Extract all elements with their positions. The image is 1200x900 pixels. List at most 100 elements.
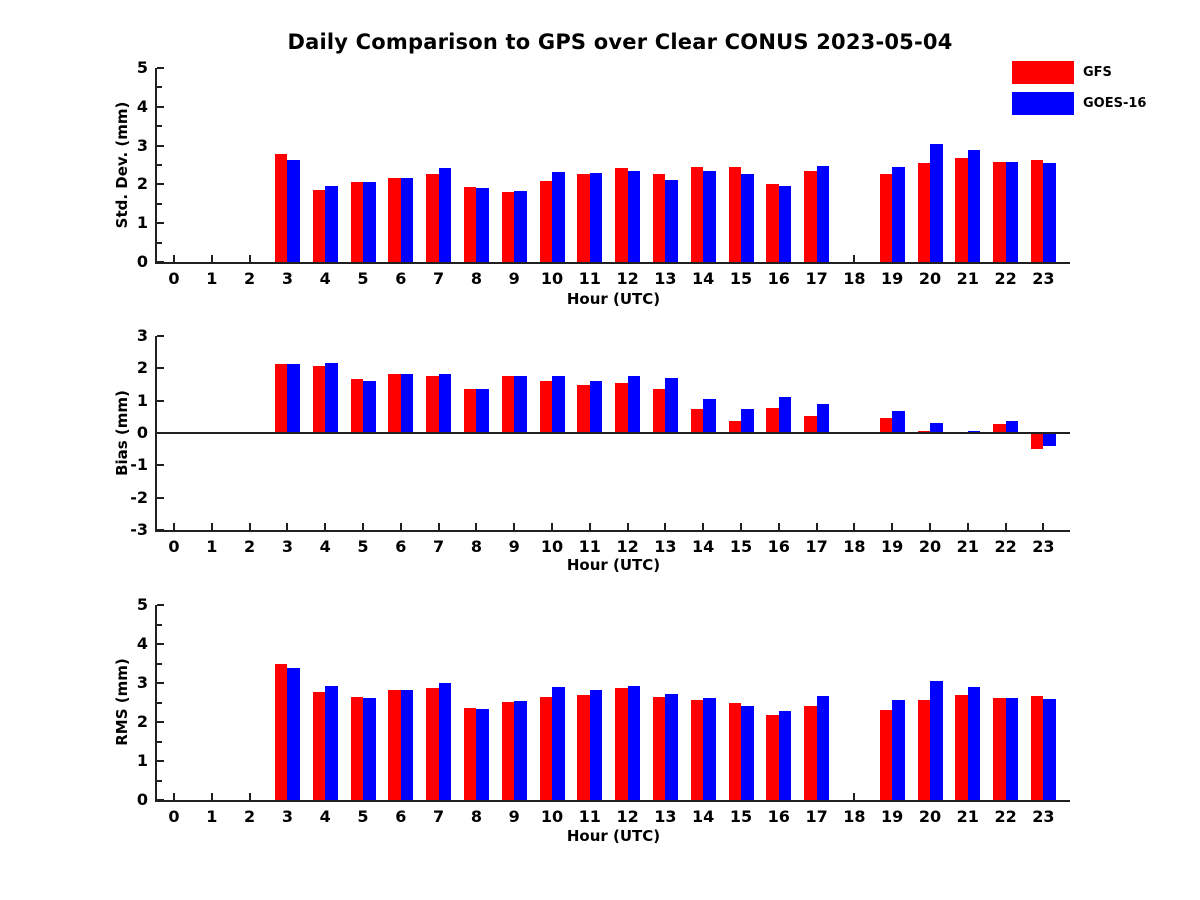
plot0-y-minor-tick xyxy=(157,125,162,128)
bar-gfs-hour-22 xyxy=(993,161,1006,262)
plot0-y-tick-label: 5 xyxy=(136,58,148,77)
plot2-x-tick-label: 10 xyxy=(540,807,564,826)
legend-swatch-gfs xyxy=(1012,61,1074,84)
bar-goes-16-hour-16 xyxy=(778,185,792,262)
bar-goes-16-hour-7 xyxy=(438,374,452,433)
plot1-x-tick xyxy=(1004,523,1007,530)
bar-goes-16-hour-10 xyxy=(552,376,565,433)
plot0-x-axis-spine xyxy=(155,262,1070,264)
bar-gfs-hour-4 xyxy=(312,189,326,262)
bar-gfs-hour-7 xyxy=(426,376,439,433)
bar-goes-16-hour-16 xyxy=(778,711,792,800)
bar-gfs-hour-15 xyxy=(728,420,741,433)
bar-goes-16-hour-9 xyxy=(514,190,527,262)
bar-gfs-hour-17 xyxy=(804,706,817,800)
bar-goes-16-hour-15 xyxy=(741,409,754,433)
legend: GFS GOES-16 xyxy=(1012,61,1146,123)
bar-gfs-hour-15 xyxy=(728,702,741,800)
bar-gfs-hour-16 xyxy=(766,715,779,800)
bar-gfs-hour-5 xyxy=(350,378,363,433)
bar-gfs-hour-17 xyxy=(804,416,817,433)
legend-row-gfs: GFS xyxy=(1012,61,1146,84)
bar-goes-16-hour-8 xyxy=(476,708,489,800)
plot1-x-tick-label: 9 xyxy=(508,537,520,556)
plot0-x-tick-label: 23 xyxy=(1032,269,1055,288)
plot1-y-tick-label: 1 xyxy=(136,390,148,410)
plot1-y-tick-label: 2 xyxy=(136,358,148,378)
plot0-x-tick-label: 6 xyxy=(395,269,407,288)
plot1-x-tick xyxy=(815,523,818,530)
plot2-x-axis-spine xyxy=(155,800,1070,802)
bar-gfs-hour-19 xyxy=(879,709,893,800)
bar-goes-16-hour-4 xyxy=(325,185,338,262)
plot1-y-tick-label: 0 xyxy=(136,423,148,442)
bar-goes-16-hour-23 xyxy=(1043,699,1056,800)
plot2-x-tick-label: 12 xyxy=(616,807,639,826)
bar-gfs-hour-10 xyxy=(539,696,552,800)
plot2-x-tick-label: 6 xyxy=(395,807,407,826)
plot1-y-tick xyxy=(157,464,164,467)
plot2-y-tick xyxy=(157,604,164,606)
plot1-y-axis-spine xyxy=(155,336,157,532)
plot2-x-tick-label: 17 xyxy=(805,807,828,826)
bar-goes-16-hour-21 xyxy=(967,686,981,800)
plot1-x-tick-label: 19 xyxy=(881,537,904,556)
plot1-x-tick xyxy=(740,523,742,530)
plot2-y-minor-tick xyxy=(157,701,162,704)
plot0-x-tick-label: 3 xyxy=(281,269,293,288)
plot1-x-tick xyxy=(853,523,856,530)
bar-goes-16-hour-16 xyxy=(778,396,792,433)
plot2-x-tick-label: 13 xyxy=(654,807,677,826)
bar-gfs-hour-16 xyxy=(766,408,779,433)
plot1-x-tick xyxy=(891,523,894,530)
plot2-x-tick xyxy=(248,793,251,800)
bar-gfs-hour-16 xyxy=(766,184,779,262)
plot2-x-tick-label: 0 xyxy=(168,807,180,826)
plot1-x-tick xyxy=(248,523,251,530)
plot0-x-tick-label: 21 xyxy=(956,269,979,288)
plot2-x-tick-label: 8 xyxy=(470,807,482,826)
plot2-x-tick-label: 11 xyxy=(578,807,601,826)
bar-goes-16-hour-19 xyxy=(892,411,905,433)
bar-gfs-hour-23 xyxy=(1030,695,1044,800)
ylabel-rms: RMS (mm) xyxy=(113,658,131,746)
bar-gfs-hour-7 xyxy=(426,688,439,800)
plot0-x-tick xyxy=(853,255,856,262)
plot1-x-tick xyxy=(513,523,516,530)
plot0-x-tick-label: 0 xyxy=(168,269,180,288)
bar-gfs-hour-17 xyxy=(804,170,817,262)
plot2-x-tick xyxy=(853,793,856,800)
plot2-y-axis-spine xyxy=(155,605,157,802)
bar-gfs-hour-12 xyxy=(615,168,628,262)
plot0-y-tick xyxy=(157,144,164,147)
plot1-y-tick-label: -3 xyxy=(130,520,148,539)
plot2-y-tick-label: 5 xyxy=(136,595,148,614)
legend-swatch-goes16 xyxy=(1012,92,1074,115)
bar-goes-16-hour-12 xyxy=(627,685,641,800)
plot0-x-tick-label: 7 xyxy=(433,269,445,288)
plot2-x-tick-label: 7 xyxy=(433,807,445,826)
plot1-x-tick-label: 0 xyxy=(168,537,180,556)
bar-goes-16-hour-13 xyxy=(665,180,678,262)
bar-goes-16-hour-12 xyxy=(627,376,641,433)
bar-gfs-hour-5 xyxy=(350,696,363,800)
plot0-x-tick-label: 13 xyxy=(654,269,677,288)
chart-title: Daily Comparison to GPS over Clear CONUS… xyxy=(287,30,953,54)
plot1-x-tick-label: 6 xyxy=(395,537,407,556)
bar-goes-16-hour-11 xyxy=(589,380,603,433)
bar-goes-16-hour-15 xyxy=(741,174,754,262)
bar-goes-16-hour-10 xyxy=(552,171,565,262)
bar-gfs-hour-20 xyxy=(917,163,930,262)
plot0-x-tick-label: 17 xyxy=(805,269,828,288)
plot1-x-tick xyxy=(702,523,705,530)
bar-goes-16-hour-14 xyxy=(703,398,716,433)
bar-goes-16-hour-14 xyxy=(703,170,716,262)
plot1-y-tick-label: 3 xyxy=(136,326,148,345)
plot2-x-tick-label: 14 xyxy=(692,807,715,826)
plot0-y-minor-tick xyxy=(157,202,162,205)
plot2-y-tick xyxy=(157,682,164,684)
plot0-y-tick xyxy=(157,67,164,69)
plot2-y-tick-label: 2 xyxy=(136,712,148,731)
plot1-x-tick xyxy=(173,523,175,530)
bar-goes-16-hour-11 xyxy=(589,172,603,262)
